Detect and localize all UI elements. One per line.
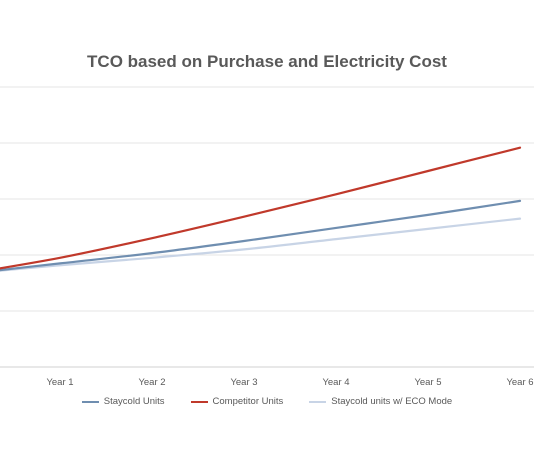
chart-title: TCO based on Purchase and Electricity Co… — [87, 52, 447, 71]
legend-item-staycold: Staycold Units — [81, 396, 165, 407]
legend-label-staycold-eco: Staycold units w/ ECO Mode — [331, 396, 453, 407]
series-lines — [0, 146, 522, 272]
x-tick-label: Year 3 — [230, 377, 257, 388]
legend-swatch-staycold-eco — [309, 400, 327, 403]
gridlines — [0, 86, 534, 312]
legend-item-staycold-eco: Staycold units w/ ECO Mode — [309, 396, 452, 407]
legend-label-competitor: Competitor Units — [212, 396, 284, 407]
legend-item-competitor: Competitor Units — [190, 396, 284, 407]
legend-label-staycold: Staycold Units — [103, 396, 165, 407]
x-tick-label: Year 4 — [322, 377, 349, 388]
legend-swatch-competitor — [190, 400, 208, 403]
x-tick-label: Year 1 — [46, 377, 73, 388]
x-tick-label: Year 2 — [138, 377, 165, 388]
legend: Staycold Units Competitor Units Staycold… — [0, 396, 534, 407]
series-line-1 — [0, 146, 522, 270]
x-tick-labels: Year 1 Year 2 Year 3 Year 4 Year 5 Year 6 — [46, 377, 533, 388]
series-line-0 — [0, 199, 522, 272]
x-tick-label: Year 6 — [506, 377, 533, 388]
legend-swatch-staycold — [81, 400, 99, 403]
x-tick-label: Year 5 — [414, 377, 441, 388]
series-line-2 — [0, 217, 522, 272]
